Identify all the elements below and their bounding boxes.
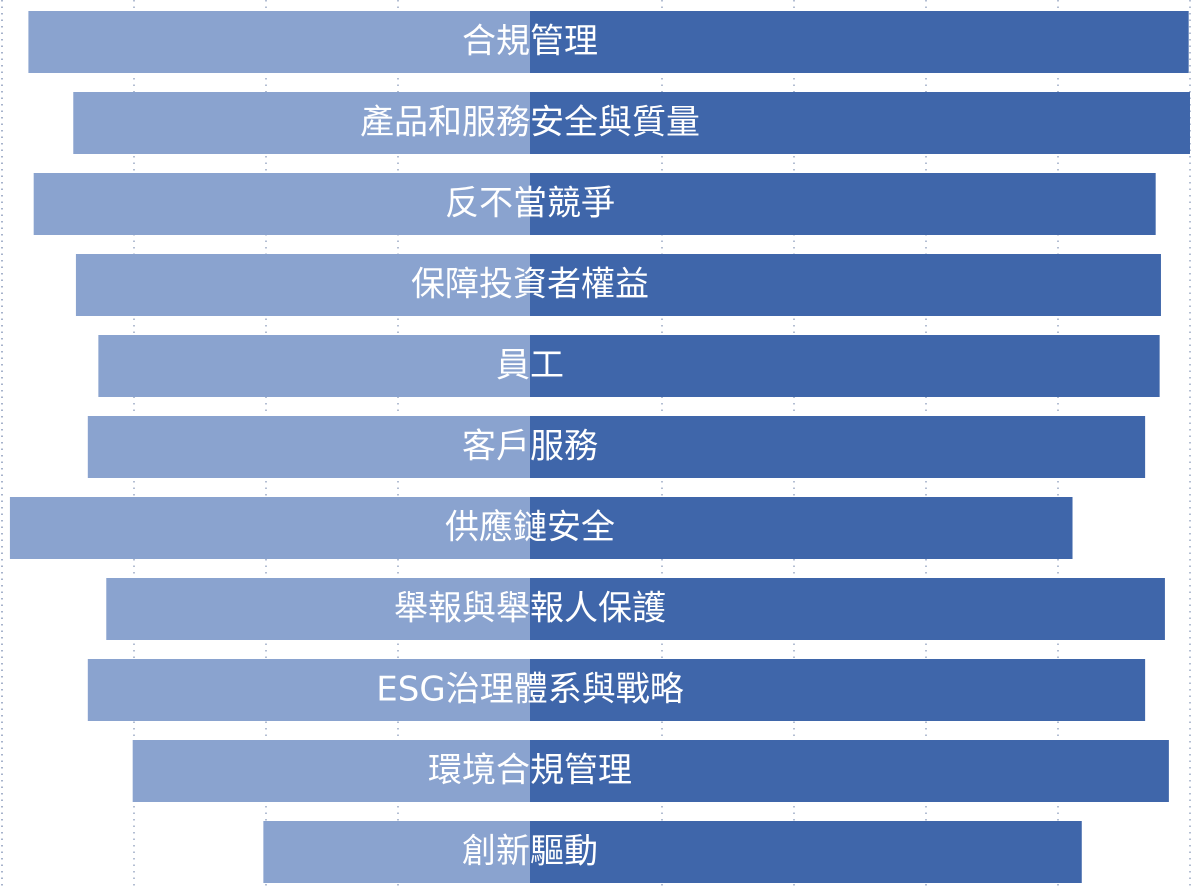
bar-right-segment [530,578,1165,640]
category-label: 客戶服務 [462,427,598,467]
category-label: ESG治理體系與戰略 [376,670,683,710]
category-label: 合規管理 [462,22,598,62]
category-label: 環境合規管理 [428,751,632,791]
bar-right-segment [530,659,1146,721]
bar-left-segment [75,254,531,316]
bar-right-segment [530,497,1073,559]
category-label: 員工 [496,346,564,386]
bar-right-segment [530,173,1156,235]
category-label: 保障投資者權益 [411,265,649,305]
category-label: 反不當競爭 [445,184,615,224]
bar-left-segment [263,821,530,883]
category-label: 舉報與舉報人保護 [394,589,666,629]
bar-right-segment [530,11,1189,73]
bar-left-segment [28,11,531,73]
bar-left-segment [9,497,531,559]
bar-labels: 合規管理產品和服務安全與質量反不當競爭保障投資者權益員工客戶服務供應鏈安全舉報與… [360,22,700,872]
bar-left-segment [73,92,530,154]
bar-right-segment [530,254,1161,316]
bar-left-segment [132,740,530,802]
bar-left-segment [33,173,531,235]
bar-right-segment [530,335,1160,397]
bar-left-segment [87,416,531,478]
bar-left-segment [98,335,531,397]
bar-right-segment [530,416,1146,478]
category-label: 創新驅動 [462,832,598,872]
category-label: 供應鏈安全 [445,508,615,548]
bar-left-segment [87,659,531,721]
category-label: 產品和服務安全與質量 [360,103,700,143]
bars [9,11,1190,883]
bar-right-segment [530,821,1082,883]
bar-left-segment [106,578,530,640]
bar-right-segment [530,740,1169,802]
bar-right-segment [530,92,1190,154]
